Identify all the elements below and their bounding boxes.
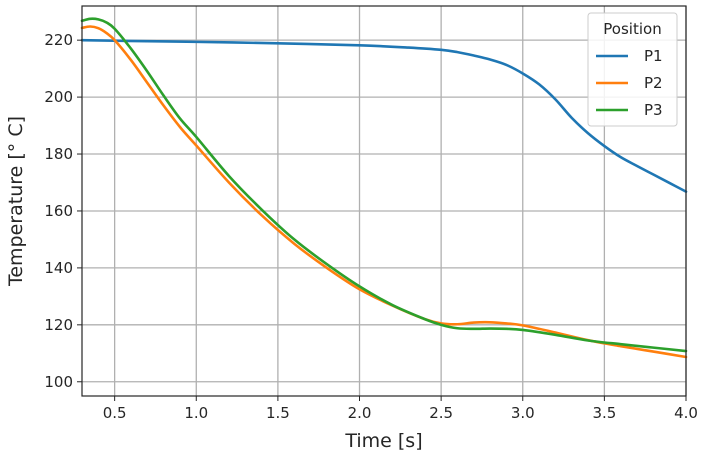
x-tick-label: 2.5 [429, 404, 453, 422]
x-tick-label: 2.0 [348, 404, 372, 422]
x-tick-label: 1.0 [184, 404, 208, 422]
legend-label-p2: P2 [644, 74, 663, 92]
y-tick-label: 200 [44, 88, 73, 106]
legend-box [587, 12, 678, 127]
y-tick-label: 180 [44, 145, 73, 163]
legend-entries: P1 P2 P3 [596, 47, 663, 119]
series-lines [80, 17, 688, 359]
y-axis-ticks: 100 120 140 160 180 200 220 [44, 31, 82, 391]
legend: Position P1 P2 P3 [587, 12, 678, 127]
y-tick-label: 120 [44, 316, 73, 334]
series-line-p2 [80, 25, 688, 359]
x-tick-label: 0.5 [103, 404, 127, 422]
series-line-p3 [80, 17, 688, 353]
series-line-p1 [80, 38, 688, 193]
x-tick-label: 3.0 [511, 404, 535, 422]
plot-frame [81, 5, 687, 397]
x-axis-label: Time [s] [344, 430, 422, 452]
x-tick-label: 1.5 [266, 404, 290, 422]
x-tick-label: 4.0 [674, 404, 698, 422]
y-tick-label: 140 [44, 259, 73, 277]
y-tick-label: 220 [44, 31, 73, 49]
y-axis-label: Temperature [° C] [5, 116, 27, 287]
y-tick-label: 160 [44, 202, 73, 220]
x-axis-ticks: 0.5 1.0 1.5 2.0 2.5 3.0 3.5 4.0 [103, 396, 698, 422]
legend-label-p1: P1 [644, 47, 663, 65]
x-tick-label: 3.5 [592, 404, 616, 422]
legend-title: Position [603, 20, 661, 38]
legend-label-p3: P3 [644, 101, 663, 119]
y-tick-label: 100 [44, 373, 73, 391]
